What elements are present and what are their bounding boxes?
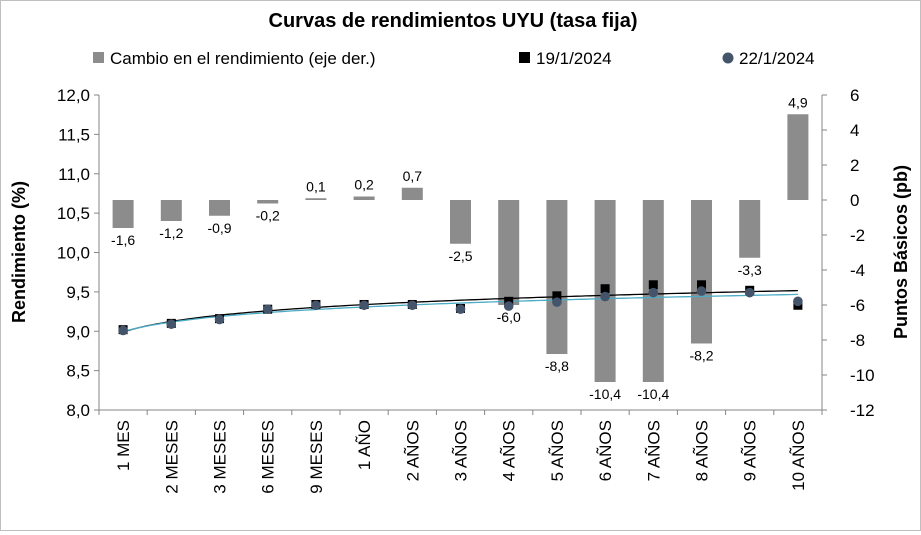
left-axis-title: Rendimiento (%) — [9, 181, 29, 323]
marker-22-1-2024 — [407, 300, 418, 311]
marker-22-1-2024 — [455, 304, 466, 315]
change-bar — [305, 198, 327, 200]
x-axis-category-label: 6 MESES — [259, 420, 278, 494]
x-axis-category-label: 5 AÑOS — [548, 420, 567, 481]
marker-19-1-2024 — [648, 280, 658, 290]
change-bar-label: 0,2 — [354, 177, 374, 193]
left-axis-tick-label: 8,5 — [66, 362, 90, 381]
marker-22-1-2024 — [503, 301, 514, 311]
change-bar-label: 0,7 — [403, 168, 423, 184]
change-bar — [353, 196, 375, 200]
plot-area: 8,0 8,5 9,0 9,5 10,0 10,5 11,0 11,5 12,0 -12 -10 -8… — [57, 86, 875, 494]
x-axis-category-label: 9 AÑOS — [741, 420, 760, 481]
marker-22-1-2024 — [262, 304, 273, 315]
left-axis-tick-label: 10,5 — [57, 204, 90, 223]
change-bar-label: -8,8 — [545, 358, 569, 374]
change-bar — [787, 114, 809, 200]
marker-22-1-2024 — [696, 286, 707, 296]
x-axis-category-label: 3 AÑOS — [452, 420, 471, 481]
marker-22-1-2024 — [552, 297, 562, 307]
change-bar-label: 4,9 — [788, 94, 808, 110]
trendline-19-1-2024 — [122, 289, 798, 333]
marker-22-1-2024 — [359, 300, 369, 311]
right-axis-tick-label: 2 — [850, 156, 859, 175]
change-bar — [160, 200, 182, 221]
x-axis-category-label: 3 MESES — [211, 420, 230, 494]
marker-22-1-2024 — [600, 291, 610, 302]
marker-22-1-2024 — [793, 296, 803, 307]
marker-22-1-2024 — [744, 287, 755, 298]
legend-label-22-1-2024: 22/1/2024 — [739, 49, 815, 68]
right-axis-tick-label: -6 — [850, 296, 865, 315]
change-bar-label: -1,6 — [111, 232, 135, 248]
right-axis-tick-label: -8 — [850, 331, 865, 350]
change-bar — [112, 200, 134, 228]
legend-label-19-1-2024: 19/1/2024 — [536, 49, 612, 68]
right-axis-tick-label: 6 — [850, 86, 859, 105]
legend-label-change-bars: Cambio en el rendimiento (eje der.) — [110, 49, 376, 68]
change-bar — [498, 200, 520, 305]
x-axis-category-label: 8 AÑOS — [693, 420, 712, 481]
right-axis-tick-label: -10 — [850, 366, 875, 385]
right-axis-tick-label: -12 — [850, 401, 875, 420]
change-bar — [691, 200, 712, 344]
x-axis-category-label: 1 MES — [114, 420, 133, 471]
x-axis-category-label: 6 AÑOS — [596, 420, 615, 481]
marker-22-1-2024 — [118, 325, 128, 336]
change-bar — [450, 200, 471, 244]
change-bar-label: -8,2 — [689, 348, 713, 364]
marker-22-1-2024 — [648, 287, 659, 298]
legend-marker-change-bars — [93, 52, 104, 63]
left-axis-tick-label: 8,0 — [66, 401, 90, 420]
legend-marker-22-1-2024 — [722, 52, 734, 64]
change-bar-label: -1,2 — [159, 225, 183, 241]
x-axis-category-label: 9 MESES — [307, 420, 326, 494]
legend-marker-19-1-2024 — [519, 52, 530, 63]
x-axis-category-label: 1 AÑO — [355, 420, 374, 470]
marker-22-1-2024 — [214, 314, 225, 325]
chart-title: Curvas de rendimientos UYU (tasa fija) — [269, 10, 638, 32]
x-axis-category-label: 10 AÑOS — [789, 420, 808, 491]
left-axis-tick-label: 9,0 — [66, 322, 90, 341]
legend: Cambio en el rendimiento (eje der.) 19/1… — [93, 49, 815, 68]
right-axis-tick-label: 0 — [850, 191, 859, 210]
right-axis-tick-label: -4 — [850, 261, 865, 280]
change-bar-label: -3,3 — [738, 262, 762, 278]
x-axis-category-label: 2 MESES — [162, 420, 181, 494]
right-axis-tick-label: 4 — [850, 121, 859, 140]
change-bar — [739, 200, 761, 258]
x-axis-category-label: 4 AÑOS — [500, 420, 519, 481]
change-bar-label: -6,0 — [497, 309, 521, 325]
marker-19-1-2024 — [697, 280, 706, 290]
right-axis-title: Puntos Básicos (pb) — [891, 165, 911, 339]
x-axis-category-label: 2 AÑOS — [403, 420, 422, 481]
change-bar — [209, 200, 230, 216]
left-axis-tick-label: 12,0 — [57, 86, 90, 105]
change-bar-label: 0,1 — [306, 178, 326, 194]
change-bar-label: -0,9 — [207, 220, 231, 236]
marker-19-1-2024 — [600, 284, 610, 294]
change-bar-label: -0,2 — [256, 208, 280, 224]
trendline-22-1-2024 — [122, 293, 798, 333]
change-bar — [401, 187, 423, 200]
marker-22-1-2024 — [311, 300, 321, 311]
change-bar — [257, 200, 279, 204]
left-axis-tick-label: 11,0 — [58, 165, 90, 184]
x-axis-category-label: 7 AÑOS — [644, 420, 663, 481]
change-bar-label: -2,5 — [448, 248, 472, 264]
marker-19-1-2024 — [552, 291, 562, 301]
left-axis-tick-label: 11,5 — [58, 125, 90, 144]
left-axis-tick-label: 9,5 — [66, 283, 90, 302]
change-bar-label: -10,4 — [637, 386, 669, 402]
change-bar — [546, 200, 568, 354]
marker-22-1-2024 — [166, 319, 177, 329]
right-axis-tick-label: -2 — [850, 226, 865, 245]
change-bar-label: -10,4 — [589, 386, 621, 402]
left-axis-tick-label: 10,0 — [57, 244, 90, 263]
